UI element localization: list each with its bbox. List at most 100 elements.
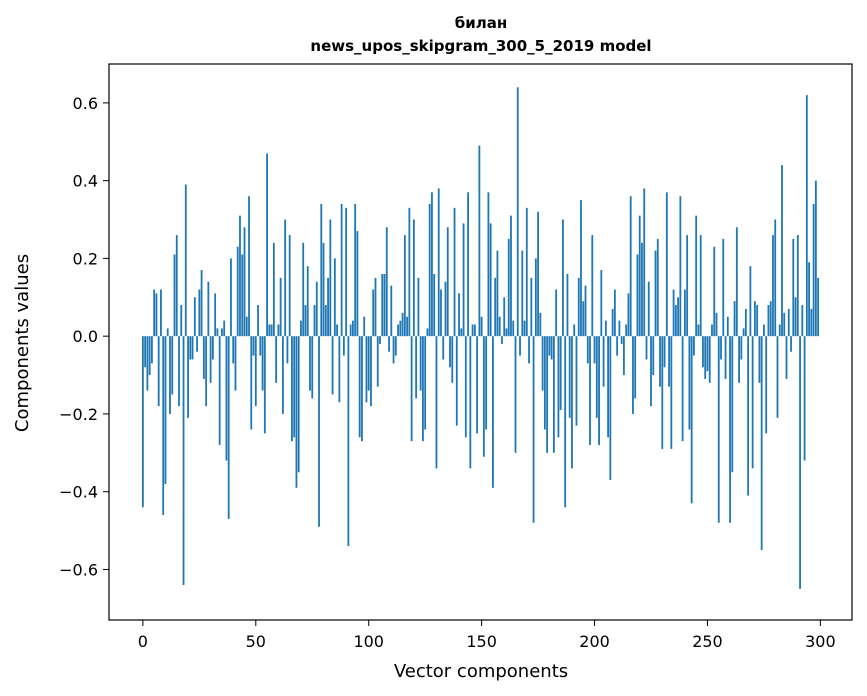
bar	[250, 336, 253, 430]
bar	[686, 235, 689, 337]
bar	[699, 235, 702, 337]
bar	[688, 336, 691, 430]
bar	[778, 324, 781, 337]
bar	[248, 196, 250, 337]
bar	[747, 336, 750, 496]
bar	[214, 293, 217, 337]
bar	[478, 145, 481, 337]
bar	[245, 316, 248, 337]
y-tick-label: 0.4	[73, 172, 98, 191]
bar	[598, 336, 600, 446]
bar	[460, 328, 463, 337]
bar	[620, 336, 623, 344]
bar	[340, 203, 343, 337]
plot-frame	[108, 63, 853, 621]
bar	[769, 301, 772, 337]
bar	[148, 336, 151, 376]
bar	[191, 336, 194, 360]
bar	[451, 336, 454, 383]
bar	[261, 336, 264, 391]
bar	[440, 289, 442, 337]
bar	[600, 270, 603, 337]
bar	[320, 203, 323, 337]
bar	[584, 285, 587, 337]
bar	[482, 336, 485, 457]
x-tick-label: 200	[579, 632, 610, 651]
bar	[611, 308, 614, 337]
bar	[209, 336, 212, 383]
bar	[740, 336, 743, 360]
bar	[503, 297, 506, 337]
bar	[532, 336, 535, 523]
bar	[501, 336, 503, 344]
bar	[690, 336, 693, 504]
bar	[270, 324, 273, 337]
bar	[530, 277, 533, 337]
bar	[182, 336, 185, 586]
bar	[564, 336, 567, 508]
bar	[751, 336, 754, 469]
x-axis-label: Vector components	[394, 661, 568, 682]
bar	[426, 328, 429, 337]
bar	[166, 328, 169, 337]
bar	[537, 211, 539, 337]
bar	[760, 336, 763, 551]
bar	[507, 238, 510, 337]
x-tick-label: 100	[353, 632, 384, 651]
bar	[324, 305, 327, 337]
bar	[731, 336, 734, 473]
bar	[715, 312, 718, 337]
bar	[419, 336, 422, 391]
bar	[358, 336, 361, 438]
bar	[356, 231, 359, 337]
bar	[311, 336, 314, 399]
bar	[656, 238, 659, 337]
bar	[295, 336, 298, 488]
bar	[814, 180, 817, 337]
bar	[471, 324, 474, 337]
bar	[799, 336, 801, 589]
bar	[327, 277, 329, 337]
bar	[521, 250, 524, 337]
x-tick-label: 0	[138, 632, 148, 651]
bar	[153, 289, 156, 337]
bar	[207, 281, 210, 337]
bar	[683, 289, 686, 337]
bar	[304, 305, 307, 337]
bar	[575, 336, 578, 426]
bar	[397, 324, 399, 337]
bar	[595, 336, 598, 418]
bar	[193, 297, 196, 337]
bar	[817, 277, 820, 337]
bar	[259, 336, 262, 356]
y-tick-label: −0.2	[59, 405, 98, 424]
bar	[772, 235, 774, 337]
bar	[241, 254, 244, 337]
bar	[155, 293, 158, 337]
bar	[243, 227, 246, 337]
bar	[629, 196, 632, 337]
bars-layer	[141, 87, 820, 589]
bar	[681, 336, 684, 442]
bar	[175, 235, 178, 337]
bar	[708, 336, 711, 383]
bar	[318, 336, 320, 527]
bar	[607, 336, 609, 438]
bar	[184, 184, 187, 337]
bar	[433, 273, 436, 337]
bar	[205, 336, 208, 407]
bar	[399, 320, 402, 337]
bar	[374, 277, 377, 337]
bar	[783, 312, 786, 337]
bar	[652, 336, 655, 376]
bar	[808, 262, 810, 337]
bar	[593, 336, 596, 364]
bar	[753, 301, 756, 337]
y-tick-label: −0.6	[59, 560, 98, 579]
bar	[803, 336, 806, 461]
bar	[442, 336, 445, 360]
bar	[376, 336, 379, 387]
bar	[288, 235, 291, 337]
bar	[582, 301, 585, 337]
